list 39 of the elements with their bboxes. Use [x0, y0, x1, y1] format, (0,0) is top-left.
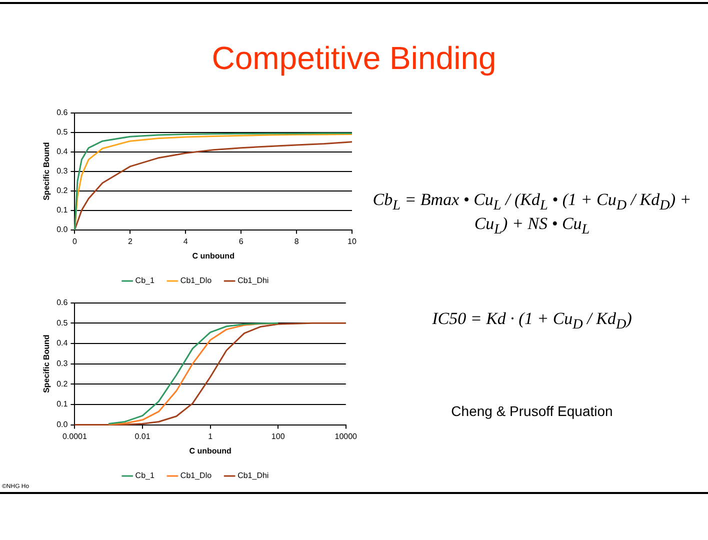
x-tick-label: 0: [72, 236, 78, 246]
y-tick-label: 0.4: [56, 147, 68, 156]
y-tick-label: 0.6: [56, 298, 68, 308]
y-tick-label: 0.2: [56, 379, 68, 388]
y-tick-label: 0.3: [56, 166, 68, 176]
y-axis-title: Specific Bound: [42, 334, 52, 393]
x-tick-label: 4: [183, 236, 188, 246]
legend-label: Cb1_Dhi: [238, 276, 269, 286]
y-tick-label: 0.0: [56, 420, 68, 430]
y-tick-label: 0.0: [56, 225, 68, 234]
y-tick-label: 0.1: [56, 400, 68, 409]
x-tick-label: 2: [128, 236, 133, 246]
text: Cheng & Prusoff Equation: [450, 403, 614, 420]
x-tick-label: 0.01: [134, 432, 151, 441]
x-tick-label: 100: [271, 432, 286, 441]
y-tick-label: 0.3: [56, 359, 68, 368]
legend-label: Cb1_Dlo: [180, 276, 212, 286]
legend-label: Cb_1: [135, 276, 155, 286]
y-tick-label: 0.4: [56, 338, 68, 348]
x-tick-label: 10000: [334, 432, 358, 441]
x-tick-label: 10: [348, 236, 357, 246]
y-axis-title: Specific Bound: [42, 142, 52, 200]
x-tick-label: 1: [208, 432, 214, 441]
legend-label: Cb1_Dhi: [238, 471, 269, 480]
legend-label: Cb1_Dlo: [180, 471, 212, 480]
x-axis-title: C unbound: [192, 251, 235, 260]
y-tick-label: 0.5: [56, 318, 68, 328]
text: IC50 = Kd · (1 + Cu$_{D}$ / Kd$_{D}$): [431, 308, 633, 334]
y-tick-label: 0.1: [56, 206, 68, 215]
legend-label: Cb_1: [135, 471, 155, 480]
y-tick-label: 0.5: [56, 128, 68, 137]
x-tick-label: 0.0001: [62, 432, 88, 441]
x-axis-title: C unbound: [189, 446, 232, 456]
text: Cb$_{L}$ = Bmax • Cu$_{L}$ / (Kd$_{L}$ • (1 + Cu$_{D}$ / Kd$_{D}$) + Cu$_{L}$) + NS • Cu$_{L}$: [372, 190, 692, 238]
x-tick-label: 8: [294, 236, 300, 246]
chart-title: Competitive Binding: [210, 40, 498, 77]
x-tick-label: 6: [238, 236, 244, 246]
y-tick-label: 0.6: [56, 108, 68, 118]
y-tick-label: 0.2: [56, 186, 68, 196]
